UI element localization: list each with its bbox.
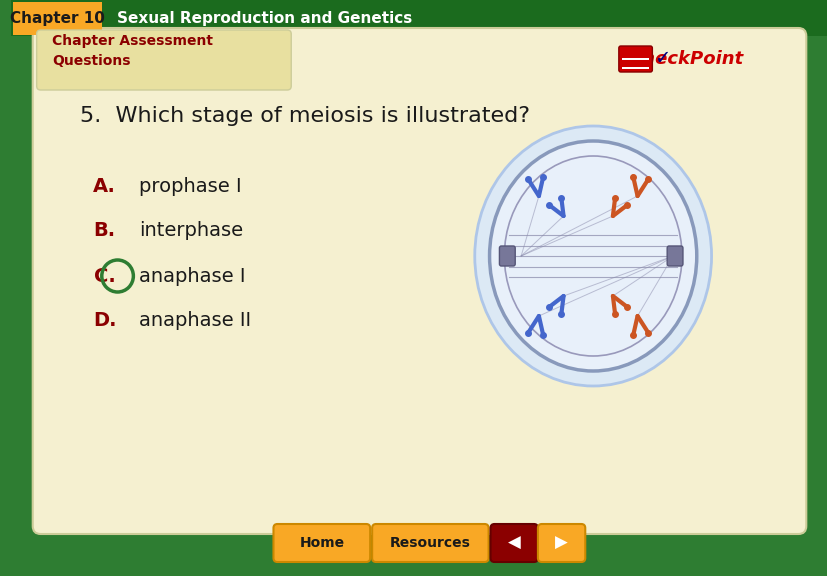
Text: Chapter Assessment
Questions: Chapter Assessment Questions [52,34,213,68]
Text: CheckPoint: CheckPoint [629,50,743,68]
FancyBboxPatch shape [618,46,652,72]
Text: Resources: Resources [390,536,471,550]
FancyBboxPatch shape [13,2,102,35]
Text: Home: Home [299,536,344,550]
Text: prophase I: prophase I [139,176,241,195]
FancyBboxPatch shape [36,30,291,90]
Text: C.: C. [93,267,116,286]
Ellipse shape [474,126,710,386]
FancyBboxPatch shape [16,21,822,541]
FancyBboxPatch shape [41,34,287,86]
FancyBboxPatch shape [371,524,488,562]
Text: anaphase II: anaphase II [139,312,251,331]
Text: ✓: ✓ [653,50,670,69]
Bar [621,62,648,65]
Text: anaphase I: anaphase I [139,267,246,286]
Text: B.: B. [93,222,116,241]
Bar [621,58,648,60]
FancyBboxPatch shape [273,524,370,562]
Text: D.: D. [93,312,117,331]
Text: 5.  Which stage of meiosis is illustrated?: 5. Which stage of meiosis is illustrated… [80,106,529,126]
FancyBboxPatch shape [499,246,514,266]
Text: ◀: ◀ [507,534,520,552]
Text: ▶: ▶ [555,534,567,552]
Ellipse shape [489,141,696,371]
Text: Chapter 10: Chapter 10 [10,10,105,25]
FancyBboxPatch shape [667,246,682,266]
Bar [621,67,648,69]
Bar [621,54,648,55]
Text: interphase: interphase [139,222,243,241]
FancyBboxPatch shape [11,0,827,36]
FancyBboxPatch shape [589,30,784,90]
FancyBboxPatch shape [33,28,805,534]
Text: A.: A. [93,176,116,195]
FancyBboxPatch shape [490,524,538,562]
Text: Sexual Reproduction and Genetics: Sexual Reproduction and Genetics [117,10,411,25]
FancyBboxPatch shape [538,524,585,562]
